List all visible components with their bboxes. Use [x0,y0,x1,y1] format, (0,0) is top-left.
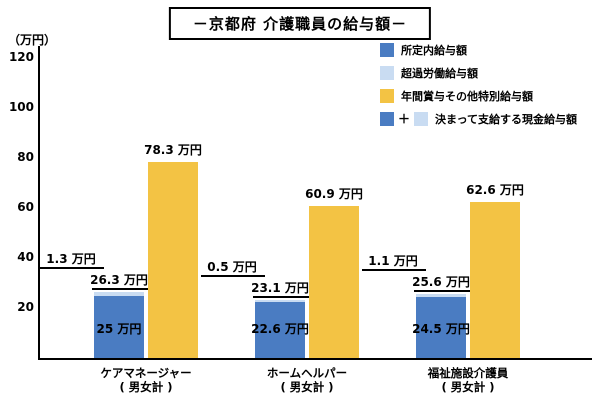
y-tick-label: 120 [8,50,34,64]
total-underline [253,296,309,299]
base-salary-label: 22.6 万円 [251,322,309,336]
bonus-label: 78.3 万円 [144,143,202,158]
legend-item: ＋ 決まって支給する現金給与額 [380,107,577,130]
category-name: ホームヘルパー [266,366,348,380]
bar-bonus [309,205,359,358]
chart-title: －京都府 介護職員の給与額－ [168,7,432,40]
legend-plus-sign: ＋ [398,112,411,126]
category-label: 福祉施設介護員( 男女計 ) [383,366,553,394]
bar-overtime [94,292,144,296]
legend-label: 年間賞与その他特別給与額 [401,89,533,103]
y-tick-label: 20 [17,300,34,314]
overtime-label: 0.5 万円 [207,260,257,275]
legend: 所定内給与額 超過労働給与額年間賞与その他特別給与額 ＋ 決まって支給する現金給与額 [380,38,577,130]
y-axis [38,46,40,360]
x-axis [38,358,592,360]
overtime-underline [40,267,104,270]
base-salary-label: 24.5 万円 [412,322,470,336]
category-subtitle: ( 男女計 ) [441,380,495,394]
bar-bonus [148,162,198,358]
bar-base-salary [94,295,144,358]
category-subtitle: ( 男女計 ) [280,380,334,394]
overtime-underline [362,269,426,271]
base-salary-label: 25 万円 [96,322,142,336]
bar-overtime [255,300,305,302]
y-tick-label: 40 [17,250,34,264]
legend-item: 年間賞与その他特別給与額 [380,84,577,107]
legend-item: 超過労働給与額 [380,61,577,84]
legend-swatch [380,88,394,103]
total-underline [92,288,148,291]
category-label: ケアマネージャー( 男女計 ) [61,366,231,394]
legend-swatch [380,42,394,57]
legend-label: 所定内給与額 [401,43,467,57]
category-subtitle: ( 男女計 ) [119,380,173,394]
bar-bonus [470,201,520,358]
bar-base-salary [255,301,305,358]
y-tick-label: 100 [8,100,34,114]
category-name: ケアマネージャー [100,366,192,380]
legend-label: 超過労働給与額 [401,66,478,80]
y-tick-label: 80 [17,150,34,164]
category-name: 福祉施設介護員 [427,366,509,380]
y-axis-unit-label: （万円） [8,33,57,47]
bar-overtime [416,294,466,297]
overtime-underline [201,275,265,278]
total-underline [414,290,470,292]
category-label: ホームヘルパー( 男女計 ) [222,366,392,394]
bonus-label: 62.6 万円 [466,182,524,197]
legend-label: 決まって支給する現金給与額 [435,112,578,126]
legend-swatch [414,111,429,126]
total-label: 26.3 万円 [90,273,148,288]
overtime-label: 1.1 万円 [368,254,418,268]
legend-item: 所定内給与額 [380,38,577,61]
total-label: 25.6 万円 [412,275,470,289]
legend-swatch [380,65,394,80]
bonus-label: 60.9 万円 [305,186,363,201]
overtime-label: 1.3 万円 [46,252,96,267]
legend-swatch [380,111,394,126]
total-label: 23.1 万円 [251,281,309,296]
y-tick-label: 60 [17,200,34,214]
bar-base-salary [416,296,466,358]
